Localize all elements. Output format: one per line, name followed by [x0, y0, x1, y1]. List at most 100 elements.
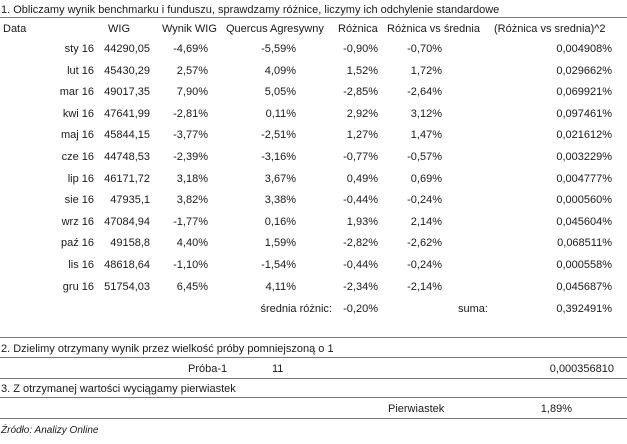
sum-value: 0,392491%: [556, 303, 612, 315]
cell-fund-return: -5,59%: [261, 43, 296, 55]
cell-date: kwi 16: [62, 107, 94, 120]
cell-wig: 45844,15: [104, 129, 150, 142]
cell-diff-vs-mean: -0,70%: [407, 43, 442, 55]
sample-label: Próba-1: [188, 363, 228, 375]
section-1-divider: [0, 17, 627, 18]
cell-fund-return: 3,38%: [264, 194, 296, 207]
root-label: Pierwiastek: [388, 403, 445, 415]
header-wig-return: Wynik WIG: [162, 23, 217, 35]
cell-difference: -2,82%: [343, 237, 378, 250]
cell-diff-squared: 0,004777%: [556, 172, 612, 185]
cell-diff-vs-mean: -0,24%: [407, 259, 442, 271]
section-1-title: 1. Obliczamy wynik benchmarku i funduszu…: [1, 4, 500, 16]
cell-wig: 48618,64: [104, 259, 150, 271]
header-diff-squared: (Różnica vs srednia)^2: [494, 23, 606, 35]
cell-date: maj 16: [60, 129, 94, 142]
cell-wig-return: -4,69%: [173, 43, 208, 55]
cell-difference: 1,52%: [346, 64, 378, 77]
cell-wig: 46171,72: [104, 172, 150, 185]
cell-date: wrz 16: [61, 215, 94, 228]
cell-diff-squared: 0,000560%: [556, 194, 612, 207]
cell-date: sie 16: [64, 194, 94, 207]
mean-label: średnia różnic:: [260, 303, 332, 315]
cell-wig: 47641,99: [104, 107, 150, 120]
cell-date: mar 16: [59, 86, 94, 99]
header-diff-vs-mean: Różnica vs średnia: [387, 23, 480, 35]
cell-date: paź 16: [60, 237, 94, 250]
section-2-divider: [0, 357, 627, 358]
cell-diff-squared: 0,000558%: [556, 259, 612, 271]
cell-fund-return: -1,54%: [261, 259, 296, 271]
cell-difference: -0,77%: [343, 151, 378, 163]
cell-date: cze 16: [61, 151, 94, 163]
cell-fund-return: 4,09%: [264, 64, 296, 77]
cell-diff-squared: 0,068511%: [557, 237, 612, 250]
cell-difference: 2,92%: [346, 107, 378, 120]
cell-diff-vs-mean: -2,64%: [407, 86, 442, 99]
cell-diff-vs-mean: 2,14%: [410, 215, 442, 228]
cell-difference: 1,93%: [346, 215, 378, 228]
header-date: Data: [3, 23, 27, 35]
cell-date: lis 16: [68, 259, 94, 271]
cell-fund-return: -3,16%: [261, 151, 296, 163]
cell-difference: 1,27%: [346, 129, 378, 142]
header-fund: Quercus Agresywny: [226, 23, 324, 35]
cell-difference: -2,34%: [343, 280, 378, 293]
cell-difference: -0,44%: [343, 194, 378, 207]
cell-fund-return: 5,05%: [264, 86, 296, 99]
cell-wig: 47084,94: [104, 215, 150, 228]
cell-diff-vs-mean: 0,69%: [410, 172, 442, 185]
cell-wig-return: -2,39%: [173, 151, 208, 163]
cell-fund-return: 3,67%: [264, 172, 296, 185]
cell-date: lip 16: [67, 172, 94, 185]
root-result: 1,89%: [540, 403, 572, 415]
cell-diff-vs-mean: 1,72%: [410, 64, 442, 77]
cell-difference: 0,49%: [346, 172, 378, 185]
cell-wig-return: 2,57%: [176, 64, 208, 77]
cell-difference: -2,85%: [343, 86, 378, 99]
cell-diff-vs-mean: 3,12%: [410, 107, 442, 120]
cell-wig-return: 3,18%: [176, 172, 208, 185]
section-3-title: 3. Z otrzymanej wartości wyciągamy pierw…: [1, 383, 236, 395]
section-3-divider: [0, 397, 627, 398]
cell-wig-return: 3,82%: [176, 194, 208, 207]
cell-diff-vs-mean: 1,47%: [410, 129, 442, 142]
cell-wig-return: -3,77%: [173, 129, 208, 142]
cell-diff-squared: 0,097461%: [556, 107, 612, 120]
cell-fund-return: 1,59%: [264, 237, 296, 250]
cell-wig-return: -1,77%: [173, 215, 208, 228]
cell-wig-return: 6,45%: [176, 280, 208, 293]
cell-date: sty 16: [64, 43, 94, 55]
cell-fund-return: 4,11%: [265, 280, 296, 293]
source-note: Źródło: Analizy Online: [1, 425, 99, 436]
cell-fund-return: 0,11%: [265, 107, 296, 120]
section-3-bottom-divider: [0, 418, 627, 419]
cell-wig: 44748,53: [104, 151, 150, 163]
cell-wig-return: -1,10%: [173, 259, 208, 271]
cell-diff-squared: 0,021612%: [556, 129, 612, 142]
cell-wig-return: 7,90%: [176, 86, 208, 99]
sample-size: 11: [272, 363, 284, 375]
cell-fund-return: 0,16%: [264, 215, 296, 228]
cell-diff-squared: 0,045604%: [556, 215, 612, 228]
header-difference: Różnica: [338, 23, 378, 35]
cell-fund-return: -2,51%: [261, 129, 296, 142]
cell-diff-vs-mean: -2,62%: [407, 237, 442, 250]
cell-wig: 45430,29: [104, 64, 150, 77]
variance-result: 0,000356810: [549, 363, 614, 375]
cell-difference: -0,44%: [343, 259, 378, 271]
mean-value: -0,20%: [343, 303, 378, 315]
cell-date: gru 16: [62, 280, 94, 293]
cell-wig: 49017,35: [104, 86, 150, 99]
cell-diff-squared: 0,003229%: [556, 151, 612, 163]
section-2-title: 2. Dzielimy otrzymany wynik przez wielko…: [1, 343, 334, 355]
cell-diff-squared: 0,069921%: [556, 86, 612, 99]
cell-difference: -0,90%: [343, 43, 378, 55]
cell-wig: 51754,03: [104, 280, 150, 293]
cell-diff-squared: 0,004908%: [556, 43, 612, 55]
section-2-bottom-divider: [0, 378, 627, 379]
cell-wig-return: 4,40%: [176, 237, 208, 250]
cell-diff-vs-mean: -0,24%: [407, 194, 442, 207]
cell-diff-vs-mean: -2,14%: [407, 280, 442, 293]
cell-wig-return: -2,81%: [173, 107, 208, 120]
